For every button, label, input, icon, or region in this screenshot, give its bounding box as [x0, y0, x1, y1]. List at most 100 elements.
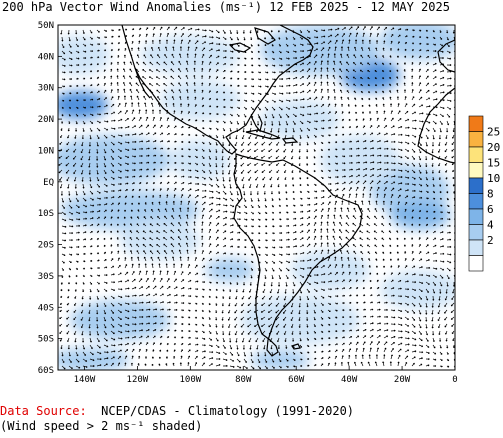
wind-vector	[432, 259, 438, 262]
wind-vector	[354, 46, 357, 52]
wind-vector	[80, 162, 84, 168]
wind-vector	[103, 316, 107, 322]
wind-vector	[382, 55, 385, 59]
wind-vector	[110, 42, 114, 45]
wind-vector	[352, 76, 357, 80]
wind-vector	[390, 181, 396, 185]
wind-vector	[425, 223, 429, 227]
wind-vector	[229, 29, 232, 35]
wind-vector	[390, 347, 394, 353]
wind-vector	[61, 211, 66, 216]
wind-vector	[164, 208, 168, 213]
wind-vector	[264, 85, 269, 88]
wind-vector	[299, 183, 302, 187]
wind-vector	[129, 236, 133, 241]
wind-vector	[89, 113, 94, 116]
wind-vector	[243, 190, 246, 196]
wind-vector	[362, 140, 367, 143]
wind-vector	[145, 147, 150, 150]
data-source-label: Data Source:	[0, 404, 87, 418]
wind-vector	[299, 217, 304, 220]
wind-vector	[103, 112, 109, 115]
wind-vector	[320, 103, 325, 108]
wind-vector	[159, 26, 163, 31]
wind-vector	[178, 68, 182, 73]
wind-vector	[250, 225, 254, 228]
wind-vector	[124, 336, 130, 339]
wind-vector	[185, 75, 189, 80]
wind-vector	[432, 83, 437, 87]
wind-vector	[194, 355, 198, 360]
wind-vector	[383, 33, 387, 38]
wind-vector	[88, 309, 91, 315]
wind-vector	[404, 118, 410, 122]
wind-vector	[236, 99, 241, 102]
wind-vector	[260, 316, 266, 320]
wind-vector	[75, 204, 80, 208]
wind-vector	[341, 133, 345, 136]
wind-vector	[145, 308, 151, 311]
wind-vector	[352, 222, 357, 227]
wind-vector	[313, 222, 317, 227]
wind-vector	[166, 154, 170, 157]
wind-vector	[242, 288, 245, 293]
wind-vector	[208, 112, 212, 115]
wind-vector	[348, 348, 352, 353]
wind-vector	[432, 62, 437, 66]
wind-vector	[264, 260, 268, 264]
wind-vector	[227, 316, 231, 321]
wind-vector	[241, 141, 245, 146]
wind-vector	[201, 134, 205, 137]
wind-vector	[390, 187, 395, 192]
wind-vector	[137, 202, 140, 206]
wind-vector	[404, 208, 407, 213]
wind-vector	[326, 221, 329, 227]
wind-vector	[285, 204, 289, 207]
wind-vector	[145, 188, 148, 192]
wind-vector	[277, 337, 280, 343]
wind-vector	[215, 281, 219, 284]
wind-vector	[347, 257, 350, 262]
wind-vector	[404, 103, 408, 108]
coastlines	[121, 25, 455, 357]
wind-vector	[345, 222, 350, 227]
wind-vector	[313, 127, 318, 131]
wind-vector	[117, 309, 122, 314]
wind-vector	[124, 342, 129, 346]
wind-vector	[320, 323, 324, 327]
wind-vector	[187, 141, 191, 144]
wind-vector	[292, 99, 298, 102]
wind-vector	[313, 242, 317, 248]
colorbar-label: 6	[487, 203, 494, 216]
wind-vector	[341, 294, 346, 297]
wind-vector	[306, 236, 311, 241]
wind-vector	[229, 197, 234, 202]
wind-vector	[96, 69, 99, 73]
wind-vector	[404, 162, 409, 166]
wind-vector	[215, 330, 218, 335]
wind-vector	[278, 246, 283, 249]
wind-vector	[376, 308, 381, 311]
wind-vector	[250, 36, 253, 41]
wind-vector	[243, 253, 247, 256]
wind-vector	[215, 344, 220, 348]
wind-vector	[298, 155, 301, 160]
wind-vector	[446, 281, 449, 287]
wind-vector	[277, 344, 280, 350]
wind-vector	[439, 106, 445, 110]
wind-vector	[248, 176, 252, 181]
wind-vector	[173, 140, 177, 143]
wind-vector	[131, 125, 137, 129]
shading-blob	[60, 190, 200, 230]
wind-vector	[362, 272, 365, 276]
wind-vector	[138, 175, 142, 178]
wind-vector	[103, 337, 108, 342]
wind-vector	[397, 176, 403, 179]
wind-vector	[131, 188, 135, 192]
wind-vector	[159, 188, 162, 192]
wind-vector	[425, 358, 430, 361]
wind-vector	[437, 302, 441, 308]
wind-vector	[368, 354, 371, 360]
wind-vector	[68, 64, 73, 67]
wind-vector	[243, 113, 247, 118]
